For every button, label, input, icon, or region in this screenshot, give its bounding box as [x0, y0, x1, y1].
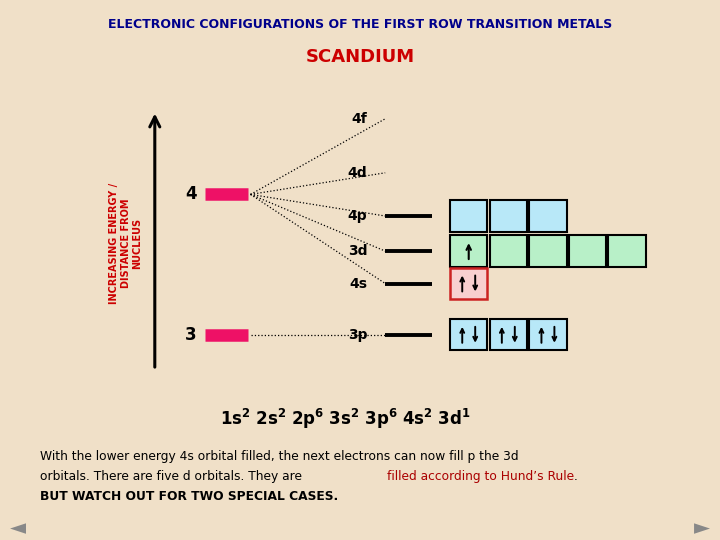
Bar — [450, 319, 487, 350]
Text: $\mathbf{1s^2\ 2s^2\ 2p^6\ 3s^2\ 3p^6\ 4s^2\ 3d^1}$: $\mathbf{1s^2\ 2s^2\ 2p^6\ 3s^2\ 3p^6\ 4… — [220, 407, 471, 430]
Text: 4d: 4d — [348, 166, 367, 180]
Text: filled according to Hund’s Rule: filled according to Hund’s Rule — [387, 470, 574, 483]
Text: 4p: 4p — [348, 209, 367, 223]
Text: 3: 3 — [185, 326, 197, 344]
Text: INCREASING ENERGY /
DISTANCE FROM
NUCLEUS: INCREASING ENERGY / DISTANCE FROM NUCLEU… — [109, 183, 143, 303]
Text: With the lower energy 4s orbital filled, the next electrons can now fill p the 3: With the lower energy 4s orbital filled,… — [40, 450, 518, 463]
Bar — [450, 200, 487, 232]
Text: BUT WATCH OUT FOR TWO SPECIAL CASES.: BUT WATCH OUT FOR TWO SPECIAL CASES. — [40, 490, 338, 503]
Text: 3d: 3d — [348, 244, 367, 258]
Bar — [569, 235, 606, 267]
Text: .: . — [574, 470, 577, 483]
Bar — [529, 235, 567, 267]
Bar — [490, 319, 527, 350]
Bar — [450, 268, 487, 299]
Text: 4: 4 — [185, 185, 197, 204]
Text: SCANDIUM: SCANDIUM — [305, 48, 415, 66]
Bar — [450, 235, 487, 267]
Text: 3p: 3p — [348, 328, 367, 342]
Bar — [529, 319, 567, 350]
Bar — [490, 235, 527, 267]
Text: ELECTRONIC CONFIGURATIONS OF THE FIRST ROW TRANSITION METALS: ELECTRONIC CONFIGURATIONS OF THE FIRST R… — [108, 18, 612, 31]
Bar — [529, 200, 567, 232]
Text: 4f: 4f — [351, 112, 367, 126]
Text: 4s: 4s — [349, 276, 367, 291]
Text: ►: ► — [694, 518, 710, 538]
Bar — [490, 200, 527, 232]
Text: orbitals. There are five d orbitals. They are: orbitals. There are five d orbitals. The… — [40, 470, 305, 483]
Bar — [608, 235, 646, 267]
Text: ◄: ◄ — [10, 518, 26, 538]
